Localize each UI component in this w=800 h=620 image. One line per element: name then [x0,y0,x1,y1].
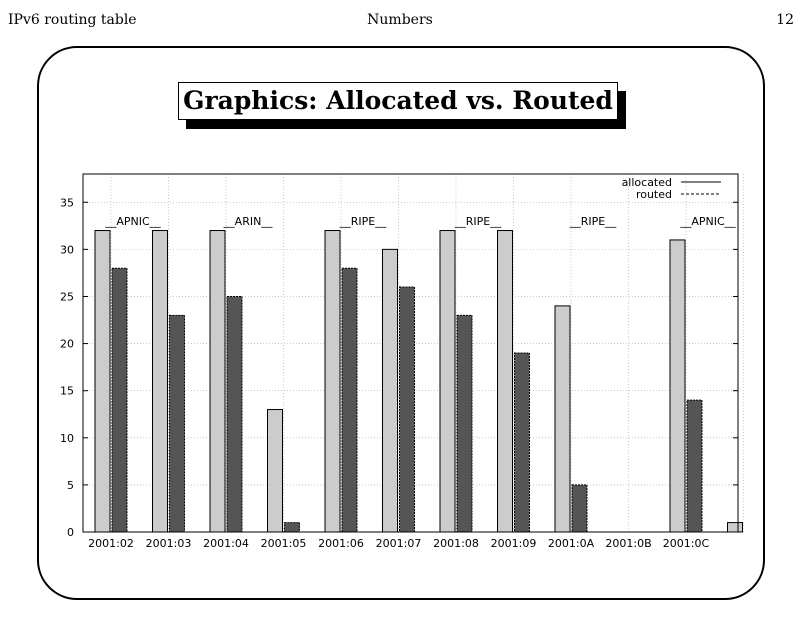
x-tick-label: 2001:0C [663,537,710,550]
rir-label: __ARIN__ [223,215,273,228]
rir-label: __RIPE__ [339,215,387,228]
bar-allocated [554,305,571,533]
bar-allocated [497,230,513,533]
x-tick-label: 2001:08 [433,537,479,550]
rir-labels: __APNIC__ __ARIN__ __RIPE__ __RIPE__ __RIPE_… [104,215,736,228]
y-tick-label: 10 [60,432,74,445]
y-tick-label: 0 [67,526,74,539]
bar-routed [514,352,530,533]
bar-routed [226,295,243,533]
bar-routed [284,522,300,533]
bar-allocated [382,248,398,533]
x-tick-label: 2001:09 [491,537,537,550]
x-tick-label: 2001:03 [146,537,192,550]
bar-routed [686,399,703,533]
bar-allocated [669,239,686,533]
plot-border [82,173,739,533]
bar-allocated [94,230,111,533]
y-tick-label: 5 [67,479,74,492]
rir-label: __RIPE__ [569,215,617,228]
bar-routed [456,314,473,533]
chart-bars [94,230,743,533]
x-tick-label: 2001:07 [376,537,422,550]
bar-allocated [152,230,168,533]
y-tick-label: 15 [60,385,74,398]
bar-routed [399,286,415,533]
x-tick-label: 2001:0B [605,537,651,550]
bar-allocated [727,522,743,533]
legend-label: routed [636,188,672,201]
bar-allocated [267,409,283,533]
bar-allocated [439,230,456,533]
x-tick-label: 2001:04 [203,537,249,550]
bar-allocated [209,230,226,533]
y-tick-label: 35 [60,196,74,209]
x-tick-label: 2001:06 [318,537,364,550]
rir-label: __APNIC__ [104,215,161,228]
header-center: Numbers [367,12,433,28]
x-tick-label: 2001:02 [88,537,134,550]
bar-routed [571,484,588,533]
x-tick-label: 2001:0A [548,537,595,550]
bar-routed [111,267,128,533]
y-tick-label: 20 [60,338,74,351]
rir-label: __RIPE__ [454,215,502,228]
chart-ticks: 0 5 10 15 20 25 30 35 2001:02 2001:03 2001:04 2001:… [60,196,738,550]
bar-allocated [324,230,341,533]
page-number: 12 [776,12,794,28]
header-left: IPv6 routing table [8,12,137,28]
y-tick-label: 30 [60,243,74,256]
x-tick-label: 2001:05 [261,537,307,550]
rir-label: __APNIC__ [679,215,736,228]
bar-routed [341,267,358,533]
slide-title: Graphics: Allocated vs. Routed [178,82,618,120]
y-tick-label: 25 [60,290,74,303]
slide-frame [37,46,765,600]
bar-routed [169,314,185,533]
legend-label: allocated [622,176,672,189]
